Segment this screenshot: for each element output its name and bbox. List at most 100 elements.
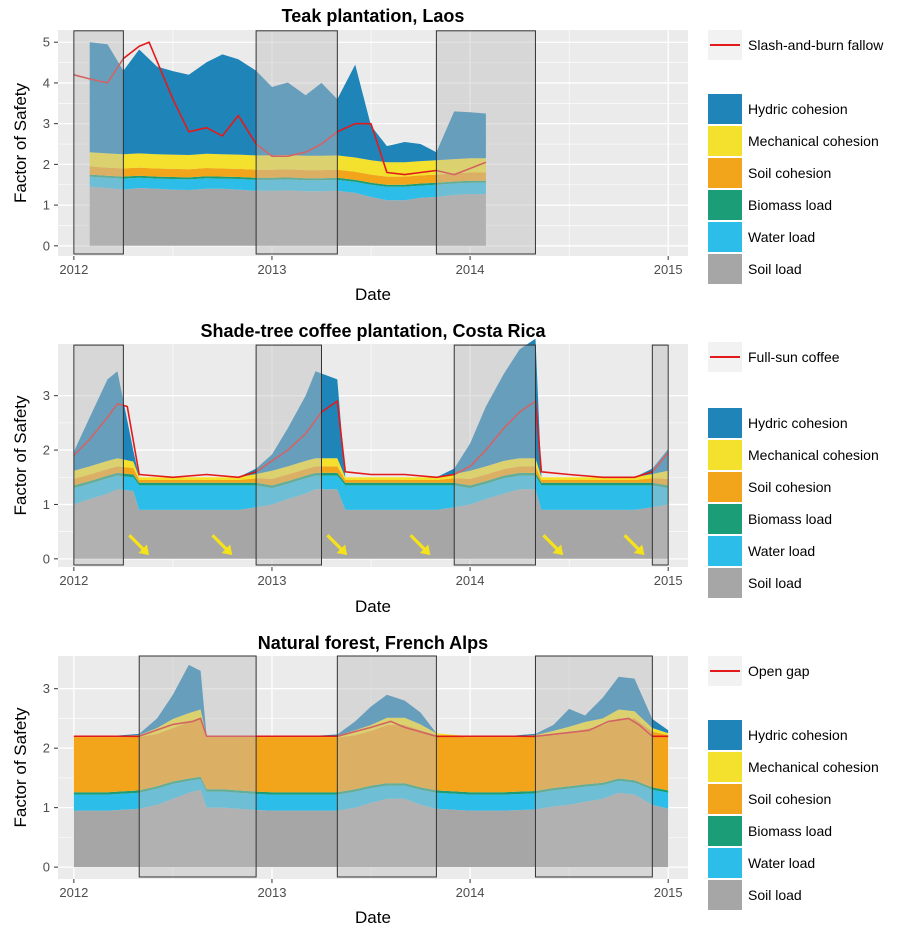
down-right-arrow-icon xyxy=(542,534,564,556)
legend-key-water-load xyxy=(708,848,742,878)
line-full-sun-coffee xyxy=(73,400,669,479)
legend-label-hydric-cohesion: Hydric cohesion xyxy=(748,101,848,117)
axes: 2012 2013 2014 2015 0 1 2 3 4 5 xyxy=(43,35,683,277)
shaded-period xyxy=(138,655,257,878)
area-mechanical-cohesion xyxy=(73,458,669,480)
legend-label-water-load: Water load xyxy=(748,543,815,559)
y-axis-title: Factor of Safety xyxy=(11,83,30,203)
axes: 2012 2013 2014 2015 0 1 2 3 xyxy=(43,388,683,588)
x-tick-label: 2015 xyxy=(654,573,683,588)
arrow-head xyxy=(336,544,348,556)
arrow-head xyxy=(419,544,431,556)
area-soil-load xyxy=(73,789,669,868)
x-tick-label: 2013 xyxy=(258,885,287,900)
shaded-periods xyxy=(73,30,536,255)
legend-label-soil-load: Soil load xyxy=(748,575,802,591)
y-tick-label: 5 xyxy=(43,35,50,50)
legend-key-soil-load xyxy=(708,254,742,284)
legend-key-mechanical-cohesion xyxy=(708,440,742,470)
line-open-gap xyxy=(73,717,669,738)
shaded-period xyxy=(651,344,669,566)
x-tick-label: 2015 xyxy=(654,262,683,277)
legend-key-soil-cohesion xyxy=(708,784,742,814)
down-right-arrow-icon xyxy=(128,534,150,556)
arrow-head xyxy=(552,544,564,556)
legend-key-hydric-cohesion xyxy=(708,720,742,750)
area-soil-load xyxy=(73,489,669,559)
legend-label-mechanical-cohesion: Mechanical cohesion xyxy=(748,447,879,463)
down-right-arrow-icon xyxy=(623,534,645,556)
legend-label-biomass-load: Biomass load xyxy=(748,511,832,527)
y-tick-label: 0 xyxy=(43,860,50,875)
legend-label-soil-load: Soil load xyxy=(748,887,802,903)
legend-label-soil-cohesion: Soil cohesion xyxy=(748,479,831,495)
legend-key-biomass-load xyxy=(708,190,742,220)
stacked-areas xyxy=(73,664,669,868)
shaded-period xyxy=(534,655,653,878)
legend-key-mechanical-cohesion xyxy=(708,126,742,156)
legend-key-soil-cohesion xyxy=(708,158,742,188)
stacked-areas xyxy=(73,338,669,559)
y-tick-label: 2 xyxy=(43,157,50,172)
y-tick-label: 3 xyxy=(43,388,50,403)
shaded-period xyxy=(435,30,536,255)
area-biomass-load xyxy=(73,776,669,795)
y-tick-label: 4 xyxy=(43,75,50,90)
legend-key-biomass-load xyxy=(708,504,742,534)
area-water-load xyxy=(73,779,669,811)
y-tick-label: 1 xyxy=(43,497,50,512)
legend-label-water-load: Water load xyxy=(748,229,815,245)
legend-key-biomass-load xyxy=(708,816,742,846)
legend-label-mechanical-cohesion: Mechanical cohesion xyxy=(748,133,879,149)
legend-label-soil-load: Soil load xyxy=(748,261,802,277)
down-right-arrow-icon xyxy=(326,534,348,556)
legend-key-mechanical-cohesion xyxy=(708,752,742,782)
shaded-period xyxy=(453,344,536,566)
legend-label-hydric-cohesion: Hydric cohesion xyxy=(748,727,848,743)
down-right-arrow-icon xyxy=(409,534,431,556)
legend: Open gap Hydric cohesion Mechanical cohesi… xyxy=(708,656,879,910)
chart-title: Shade-tree coffee plantation, Costa Rica xyxy=(200,321,546,341)
y-tick-label: 2 xyxy=(43,443,50,458)
legend-label-biomass-load: Biomass load xyxy=(748,197,832,213)
shaded-period xyxy=(73,30,124,255)
y-tick-label: 3 xyxy=(43,681,50,696)
legend-label-biomass-load: Biomass load xyxy=(748,823,832,839)
area-biomass-load xyxy=(73,472,669,489)
legend-label-mechanical-cohesion: Mechanical cohesion xyxy=(748,759,879,775)
area-water-load xyxy=(73,475,669,510)
x-tick-label: 2012 xyxy=(59,573,88,588)
shaded-period xyxy=(255,344,322,566)
legend-label-hydric-cohesion: Hydric cohesion xyxy=(748,415,848,431)
legend-label-soil-cohesion: Soil cohesion xyxy=(748,165,831,181)
down-right-arrow-icon xyxy=(211,534,233,556)
legend-key-water-load xyxy=(708,536,742,566)
panel-3: 2012 2013 2014 2015 0 1 2 3 Natural forest, Fren… xyxy=(11,633,879,927)
shaded-period xyxy=(73,344,124,566)
y-tick-label: 3 xyxy=(43,116,50,131)
area-biomass-load xyxy=(89,174,486,187)
area-soil-cohesion xyxy=(89,166,486,185)
x-tick-label: 2013 xyxy=(258,573,287,588)
legend: Slash-and-burn fallow Hydric cohesion Mech… xyxy=(708,30,884,284)
legend-key-hydric-cohesion xyxy=(708,94,742,124)
x-axis-title: Date xyxy=(355,285,391,304)
y-tick-label: 1 xyxy=(43,800,50,815)
legend: Full-sun coffee Hydric cohesion Mechanical… xyxy=(708,342,879,598)
area-hydric-cohesion xyxy=(73,664,669,737)
x-axis-title: Date xyxy=(355,908,391,926)
legend-label-water-load: Water load xyxy=(748,855,815,871)
arrow-head xyxy=(138,544,150,556)
axes: 2012 2013 2014 2015 0 1 2 3 xyxy=(43,681,683,900)
legend-key-soil-load xyxy=(708,568,742,598)
shaded-period xyxy=(255,30,338,255)
x-tick-label: 2014 xyxy=(456,262,485,277)
x-tick-label: 2014 xyxy=(456,885,485,900)
y-tick-label: 2 xyxy=(43,741,50,756)
y-tick-label: 0 xyxy=(43,238,50,253)
y-tick-label: 1 xyxy=(43,198,50,213)
area-water-load xyxy=(89,176,486,201)
x-tick-label: 2013 xyxy=(258,262,287,277)
